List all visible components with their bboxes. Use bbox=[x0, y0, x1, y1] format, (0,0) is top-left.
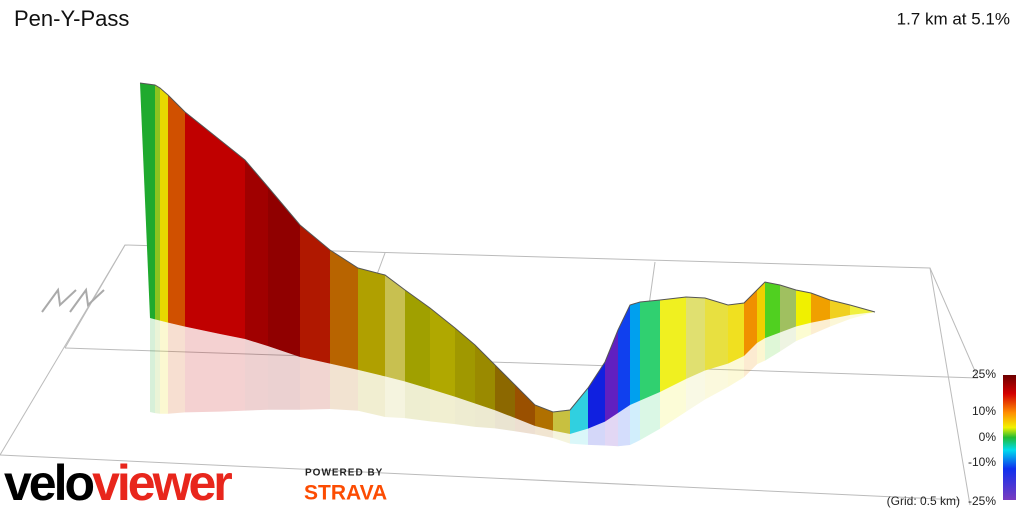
profile-segment bbox=[515, 385, 535, 426]
profile-segment bbox=[160, 88, 168, 323]
profile-segment bbox=[553, 430, 570, 444]
profile-segment bbox=[811, 293, 830, 323]
profile-segment bbox=[570, 428, 588, 445]
profile-segment bbox=[140, 83, 155, 320]
logo: veloviewer bbox=[4, 455, 232, 511]
profile-segment bbox=[515, 418, 535, 435]
profile-segment bbox=[160, 320, 168, 414]
profile-segment bbox=[430, 308, 455, 397]
profile-segment bbox=[475, 345, 495, 411]
profile-segment bbox=[150, 318, 155, 414]
profile-segment bbox=[358, 369, 385, 417]
profile-segment bbox=[780, 326, 796, 352]
profile-segment bbox=[330, 363, 358, 411]
profile-segment bbox=[830, 300, 850, 319]
profile-segment bbox=[705, 298, 728, 371]
grid-note: (Grid: 0.5 km) bbox=[887, 494, 960, 508]
profile-segment bbox=[185, 326, 220, 413]
legend-label: 25% bbox=[972, 367, 996, 381]
profile-segment bbox=[245, 339, 268, 411]
profile-segment bbox=[588, 421, 605, 446]
profile-segment bbox=[630, 400, 640, 445]
profile-segment bbox=[535, 426, 553, 439]
profile-segment bbox=[268, 346, 300, 410]
reflection bbox=[150, 312, 875, 447]
profile-segment bbox=[640, 300, 660, 401]
profile-segment bbox=[780, 285, 796, 333]
profile-segment bbox=[640, 392, 660, 441]
profile-segment bbox=[686, 370, 705, 412]
legend-label: -25% bbox=[968, 494, 996, 508]
profile-segment bbox=[553, 410, 570, 434]
profile-segment bbox=[605, 330, 618, 422]
profile-segment bbox=[728, 356, 744, 388]
profile-segment bbox=[300, 225, 330, 364]
legend-label: -10% bbox=[968, 455, 996, 469]
profile-segment bbox=[245, 160, 268, 347]
profile-segment bbox=[796, 322, 811, 342]
profile-segment bbox=[605, 413, 618, 447]
profile-segment bbox=[185, 112, 220, 334]
summary: 1.7 km at 5.1% bbox=[897, 9, 1010, 28]
profile-segment bbox=[618, 405, 630, 447]
profile-segment bbox=[495, 410, 515, 432]
profile-segment bbox=[811, 319, 830, 335]
profile-segment bbox=[705, 363, 728, 400]
profile-segment bbox=[405, 381, 430, 422]
profile-segment bbox=[765, 282, 780, 339]
profile-segment bbox=[535, 405, 553, 431]
profile-segment bbox=[155, 319, 160, 414]
profile-segment bbox=[168, 95, 185, 327]
profile-segment bbox=[455, 396, 475, 427]
profile-segment bbox=[455, 328, 475, 404]
powered-by: POWERED BY bbox=[305, 468, 383, 479]
profile-segment bbox=[660, 297, 686, 392]
profile-segment bbox=[686, 297, 705, 379]
profile-segment bbox=[850, 305, 875, 315]
profile-segment bbox=[757, 282, 765, 343]
profile-segment bbox=[757, 338, 765, 365]
grid bbox=[0, 244, 979, 506]
legend-label: 10% bbox=[972, 404, 996, 418]
profile-segment bbox=[300, 357, 330, 410]
profile-segment bbox=[475, 403, 495, 429]
profile-segment bbox=[765, 332, 780, 361]
profile-segment bbox=[405, 290, 430, 389]
profile-segment bbox=[168, 322, 185, 414]
profile-segment bbox=[744, 290, 757, 356]
profile-segment bbox=[728, 303, 744, 364]
profile-segment bbox=[155, 85, 160, 321]
profile-segment bbox=[358, 268, 385, 377]
profile-segment bbox=[588, 362, 605, 429]
profile-segment bbox=[220, 140, 245, 339]
profile-segment bbox=[744, 343, 757, 378]
profile-segment bbox=[220, 334, 245, 412]
profile-segment bbox=[495, 365, 515, 418]
legend-label: 0% bbox=[979, 430, 997, 444]
partner: STRAVA bbox=[304, 482, 387, 505]
north-arrow bbox=[41, 287, 105, 313]
profile-segment bbox=[385, 275, 405, 382]
gradient-scale bbox=[1003, 375, 1016, 500]
profile-segment bbox=[660, 379, 686, 429]
profile-outline bbox=[139, 82, 876, 413]
profile-segment bbox=[385, 376, 405, 419]
logo-part: viewer bbox=[92, 455, 232, 511]
profile-segment bbox=[850, 312, 875, 319]
logo-part: velo bbox=[4, 455, 94, 511]
profile-segment bbox=[630, 302, 640, 405]
profile-segment bbox=[618, 305, 630, 413]
title: Pen-Y-Pass bbox=[14, 6, 129, 31]
profile-segment bbox=[330, 250, 358, 370]
profile-segment bbox=[570, 388, 588, 434]
profile-segment bbox=[268, 187, 300, 357]
elevation-profile bbox=[139, 82, 876, 434]
legend: 25% 10% 0% -10% -25% bbox=[968, 367, 996, 508]
profile-segment bbox=[830, 315, 850, 327]
profile-segment bbox=[796, 290, 811, 327]
profile-segment bbox=[430, 389, 455, 425]
